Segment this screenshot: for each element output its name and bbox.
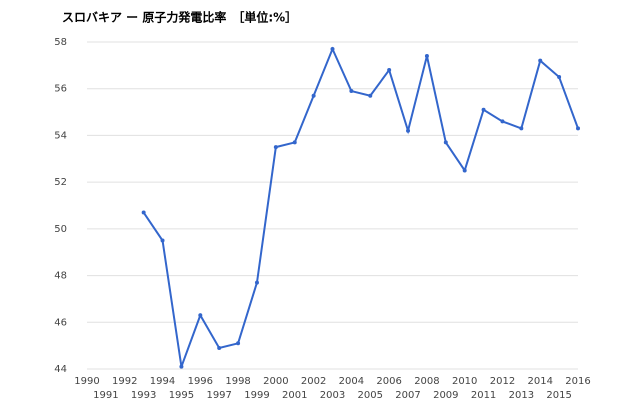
data-point xyxy=(481,107,486,112)
y-tick-label: 58 xyxy=(54,37,67,48)
x-tick-label: 2004 xyxy=(339,376,364,387)
data-point xyxy=(557,75,562,80)
x-tick-label: 2006 xyxy=(376,376,401,387)
y-tick-label: 50 xyxy=(54,224,67,235)
data-point xyxy=(443,140,448,145)
x-tick-label: 1992 xyxy=(112,376,137,387)
data-point xyxy=(538,58,543,63)
data-point xyxy=(368,93,373,98)
data-point xyxy=(160,238,165,243)
x-tick-label: 1994 xyxy=(150,376,175,387)
x-tick-label: 1990 xyxy=(74,376,99,387)
chart-title: スロバキア ー 原子力発電比率 ［単位:%］ xyxy=(62,10,297,25)
x-tick-label: 1996 xyxy=(188,376,213,387)
data-point xyxy=(141,210,146,215)
x-tick-label: 2013 xyxy=(509,390,534,401)
x-tick-label: 1999 xyxy=(244,390,269,401)
data-point xyxy=(236,341,241,346)
x-tick-label: 1991 xyxy=(93,390,118,401)
x-tick-label: 2009 xyxy=(433,390,458,401)
data-line xyxy=(142,46,579,368)
x-tick-label: 1993 xyxy=(131,390,156,401)
data-point xyxy=(424,54,429,59)
x-tick-label: 2003 xyxy=(320,390,345,401)
data-point xyxy=(311,93,316,98)
data-point xyxy=(273,145,278,150)
data-point xyxy=(576,126,580,131)
y-tick-label: 56 xyxy=(54,84,67,95)
y-tick-label: 44 xyxy=(54,364,67,375)
data-point xyxy=(500,119,505,124)
data-point xyxy=(349,89,354,94)
data-point xyxy=(462,168,467,173)
data-point xyxy=(292,140,297,145)
x-tick-label: 2015 xyxy=(546,390,571,401)
y-tick-label: 46 xyxy=(54,317,67,328)
x-tick-label: 2007 xyxy=(395,390,420,401)
data-point xyxy=(519,126,524,131)
x-tick-label: 2008 xyxy=(414,376,439,387)
x-tick-label: 2000 xyxy=(263,376,288,387)
data-point xyxy=(254,280,259,285)
x-tick-label: 1998 xyxy=(225,376,250,387)
x-tick-label: 2012 xyxy=(490,376,515,387)
x-tick-label: 2014 xyxy=(528,376,553,387)
data-point xyxy=(406,128,411,133)
x-tick-label: 2010 xyxy=(452,376,477,387)
x-tick-label: 2002 xyxy=(301,376,326,387)
y-tick-label: 52 xyxy=(54,177,67,188)
x-tick-label: 2016 xyxy=(565,376,590,387)
x-tick-label: 2001 xyxy=(282,390,307,401)
data-point xyxy=(198,313,203,318)
data-point xyxy=(330,47,335,52)
x-tick-label: 2011 xyxy=(471,390,496,401)
y-tick-label: 48 xyxy=(54,271,67,282)
data-point xyxy=(387,68,392,73)
x-tick-label: 1995 xyxy=(169,390,194,401)
data-point xyxy=(217,345,222,350)
y-tick-label: 54 xyxy=(54,130,67,141)
x-tick-label: 1997 xyxy=(206,390,231,401)
x-tick-label: 2005 xyxy=(358,390,383,401)
data-point xyxy=(179,364,184,369)
